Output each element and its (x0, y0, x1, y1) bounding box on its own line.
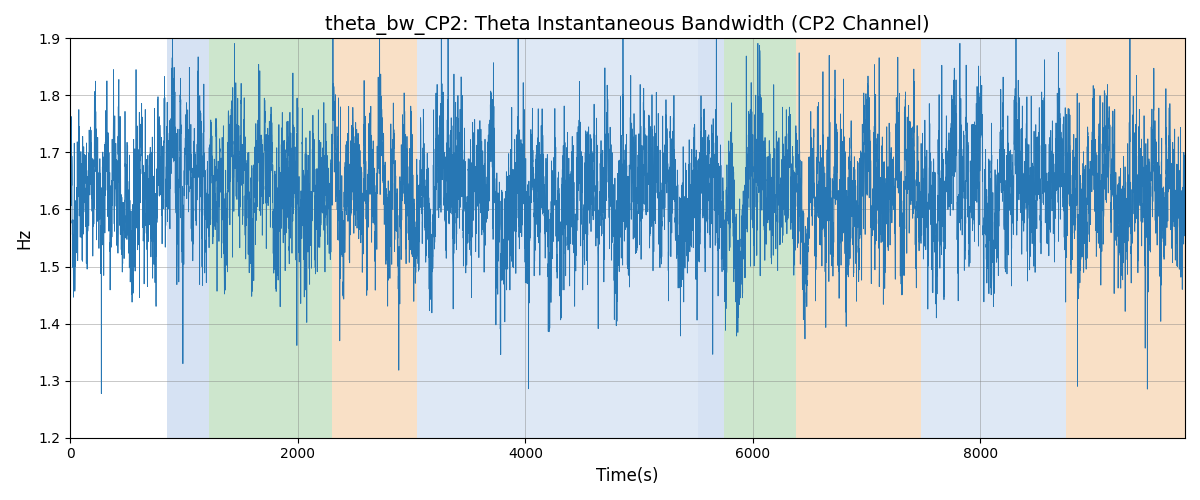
Bar (418, 38, 698, 438)
Bar (725, 38, 796, 438)
Title: theta_bw_CP2: Theta Instantaneous Bandwidth (CP2 Channel): theta_bw_CP2: Theta Instantaneous Bandwi… (325, 15, 930, 35)
Bar (167, 38, 209, 438)
Y-axis label: Hz: Hz (14, 228, 32, 248)
Bar (1066, 38, 1186, 438)
Bar (332, 38, 418, 438)
Bar (796, 38, 922, 438)
X-axis label: Time(s): Time(s) (596, 467, 659, 485)
Bar (698, 38, 725, 438)
Bar (209, 38, 332, 438)
Bar (922, 38, 1066, 438)
